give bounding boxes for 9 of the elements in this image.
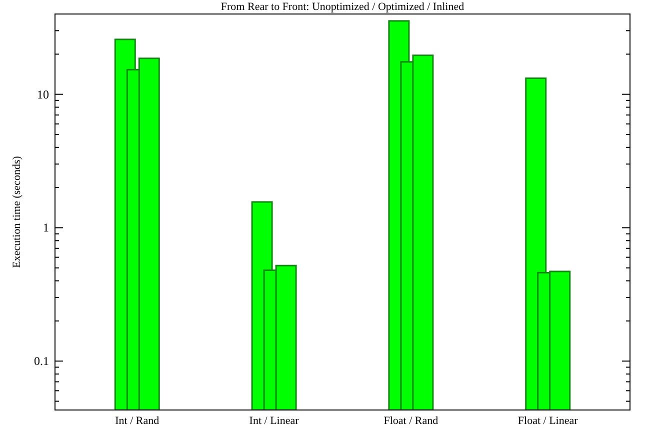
chart-title: From Rear to Front: Unoptimized / Optimized / Inlined	[220, 1, 465, 13]
x-tick-label: Float / Linear	[518, 415, 578, 427]
x-tick-label: Int / Rand	[115, 415, 160, 427]
y-tick-label: 0.1	[34, 354, 49, 368]
x-tick-label: Int / Linear	[249, 415, 300, 427]
x-tick-label: Float / Rand	[384, 415, 439, 427]
y-axis-title: Execution time (seconds)	[11, 156, 23, 268]
y-tick-label: 1	[43, 220, 49, 235]
y-tick-label: 10	[37, 87, 49, 102]
